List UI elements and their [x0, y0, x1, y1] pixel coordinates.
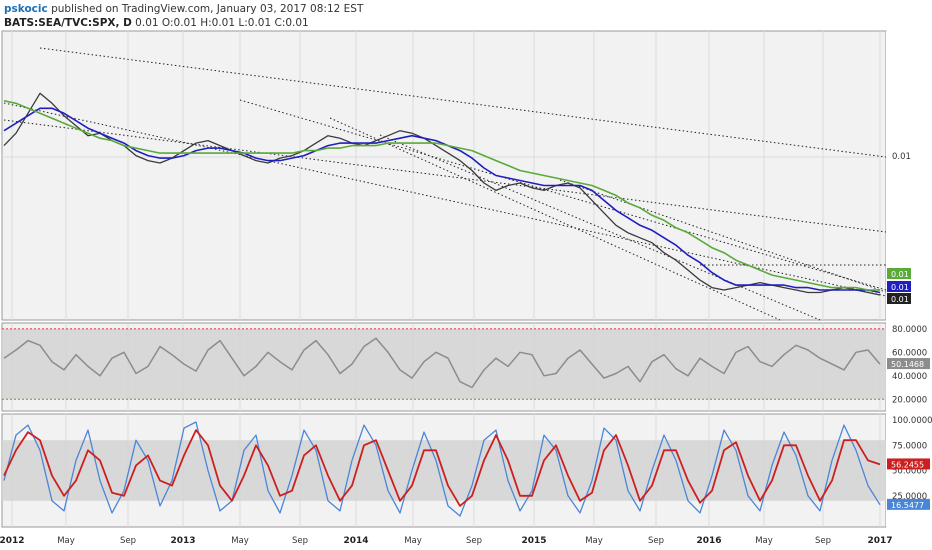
- time-axis-label: May: [755, 536, 773, 546]
- stoch-tick-label: 25.0000: [892, 492, 927, 502]
- rsi-tick-label: 80.0000: [892, 325, 927, 335]
- time-axis-label: Sep: [120, 536, 136, 546]
- publish-line: pskocic published on TradingView.com, Ja…: [4, 2, 363, 16]
- rsi-tick-label: 20.0000: [892, 395, 927, 405]
- rsi-tick-labels: 80.0000 60.0000 40.0000 20.0000 50.1468: [887, 325, 930, 405]
- price-panel-bg: [1, 30, 887, 321]
- time-axis-label: 2014: [343, 536, 368, 546]
- ohlc-values: 0.01 O:0.01 H:0.01 L:0.01 C:0.01: [131, 17, 309, 29]
- chart-header: pskocic published on TradingView.com, Ja…: [4, 2, 363, 30]
- stoch-k-last-tag: 16.5477: [887, 498, 930, 510]
- stoch_d-series-line: [3, 429, 881, 507]
- ma_fast-series-line: [3, 107, 881, 294]
- time-axis-label: Sep: [292, 536, 308, 546]
- stoch-tick-label: 50.0000: [892, 467, 927, 477]
- time-axis-label: 2016: [696, 536, 721, 546]
- stoch-d-last-tag: 56.2455: [887, 458, 930, 470]
- symbol-label[interactable]: BATS:SEA/TVC:SPX, D: [4, 17, 132, 29]
- time-axis-label: May: [57, 536, 75, 546]
- time-axis-label: Sep: [466, 536, 482, 546]
- svg-text:0.01: 0.01: [891, 295, 909, 304]
- ma_slow-series-line: [3, 100, 880, 291]
- time-axis-bg: [0, 528, 932, 550]
- price-series-line: [3, 92, 881, 296]
- ma-slow-price-tag: 0.01: [887, 268, 911, 279]
- svg-text:0.01: 0.01: [891, 283, 909, 292]
- time-axis-label: 2017: [867, 536, 892, 546]
- ma-fast-price-tag: 0.01: [887, 281, 911, 292]
- symbol-line: BATS:SEA/TVC:SPX, D 0.01 O:0.01 H:0.01 L…: [4, 16, 363, 30]
- time-axis-label: May: [231, 536, 249, 546]
- rsi-last-tag: 50.1468: [887, 358, 930, 370]
- rsi-tick-label: 40.0000: [892, 372, 927, 382]
- svg-text:16.5477: 16.5477: [891, 501, 924, 510]
- time-axis-label: Sep: [815, 536, 831, 546]
- price-tags: 0.01 0.01 0.01: [887, 268, 911, 304]
- time-axis-label: Sep: [648, 536, 664, 546]
- time-axis-labels: 2012 May Sep 2013 May Sep 2014 May Sep 2015 May Sep…: [0, 536, 893, 546]
- channel-trendlines: [3, 47, 887, 321]
- rsi-tick-label: 60.0000: [892, 348, 927, 358]
- stoch-tick-label: 75.0000: [892, 441, 927, 451]
- published-text: published on TradingView.com, January 03…: [47, 3, 364, 15]
- stoch_k-series-line: [3, 421, 881, 517]
- stoch-tick-labels: 100.0000 75.0000 50.0000 25.0000 56.2455 16.5…: [887, 416, 932, 510]
- svg-text:50.1468: 50.1468: [891, 360, 924, 369]
- series-layer: [3, 92, 881, 517]
- time-axis-label: May: [404, 536, 422, 546]
- time-axis-label: 2013: [170, 536, 195, 546]
- last-price-tag: 0.01: [887, 293, 911, 304]
- stoch-tick-label: 100.0000: [892, 416, 932, 426]
- time-axis-label: 2012: [0, 536, 25, 546]
- svg-text:56.2455: 56.2455: [891, 460, 924, 469]
- time-axis-label: May: [585, 536, 603, 546]
- time-axis-label: 2015: [521, 536, 546, 546]
- author-link[interactable]: pskocic: [4, 3, 48, 15]
- svg-text:0.01: 0.01: [891, 270, 909, 279]
- rsi-series-line: [3, 337, 881, 389]
- trend-line-label: 0.01: [892, 152, 911, 162]
